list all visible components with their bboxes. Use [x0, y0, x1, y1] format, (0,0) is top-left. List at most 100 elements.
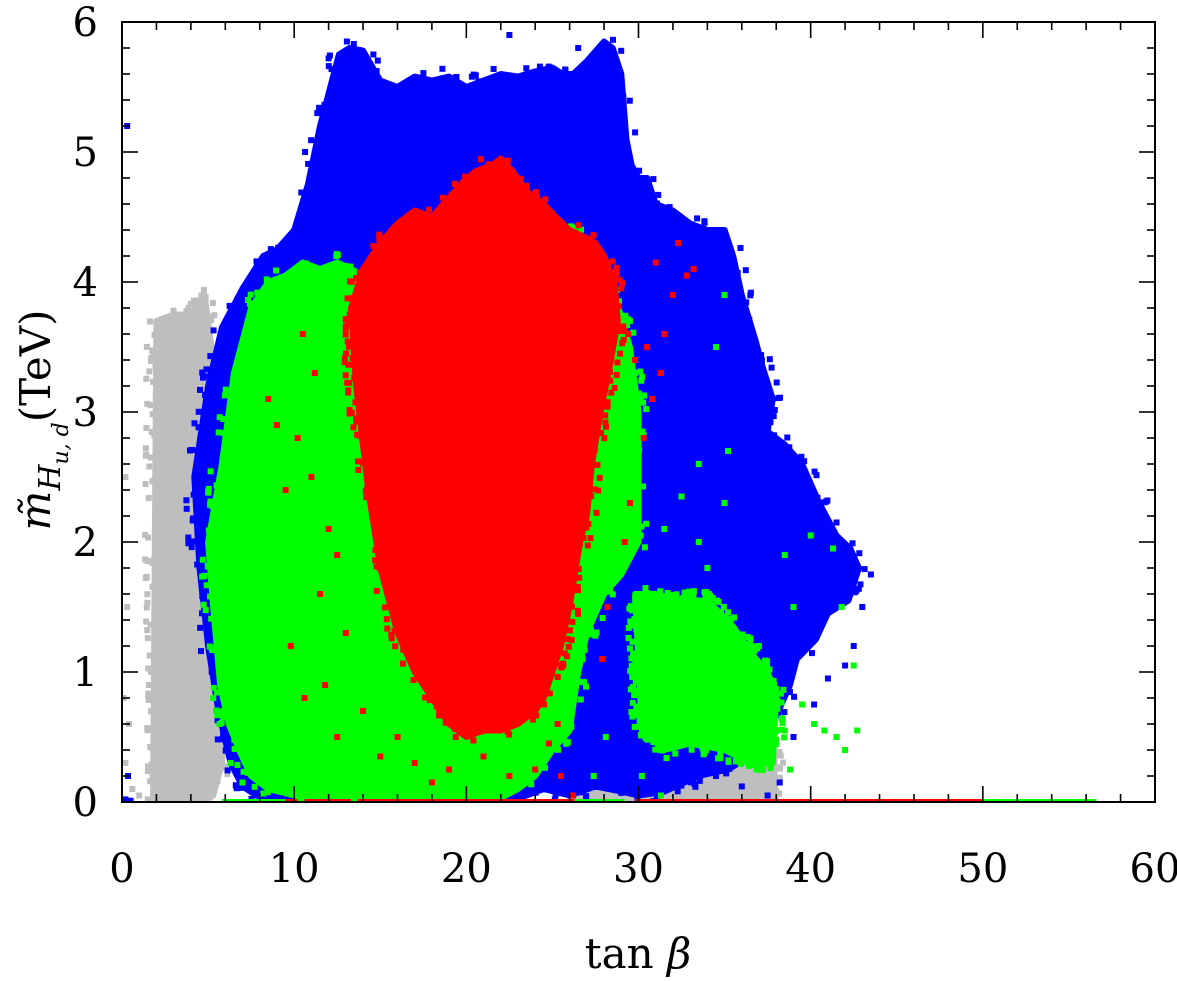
point-grey: [658, 806, 664, 812]
point-green: [673, 591, 680, 598]
point-green: [725, 757, 732, 764]
point-blue: [784, 434, 791, 441]
point-grey: [206, 313, 212, 320]
point-red: [591, 486, 598, 493]
point-green: [725, 448, 731, 454]
point-green: [695, 539, 702, 545]
point-green: [686, 591, 693, 598]
point-red: [377, 753, 384, 760]
point-blue: [190, 491, 197, 498]
y-tick-label: 3: [73, 390, 98, 436]
point-blue: [758, 357, 765, 364]
point-blue: [267, 246, 274, 253]
point-grey: [149, 411, 156, 418]
point-blue: [609, 58, 616, 64]
y-tick-label: 0: [73, 780, 98, 826]
point-grey: [209, 300, 216, 306]
point-green: [631, 724, 638, 730]
point-blue: [191, 420, 198, 427]
point-blue: [545, 63, 552, 70]
point-blue: [183, 505, 190, 512]
point-green: [221, 392, 228, 399]
point-grey: [198, 292, 205, 299]
point-grey: [608, 805, 614, 811]
point-green: [642, 735, 649, 741]
point-blue: [687, 753, 694, 760]
point-green: [641, 392, 648, 399]
point-blue: [197, 386, 203, 393]
point-green: [206, 554, 213, 561]
point-red: [534, 193, 540, 200]
x-tick-label: 10: [269, 846, 320, 892]
point-green: [208, 615, 215, 622]
point-red: [344, 379, 351, 386]
point-green: [687, 675, 694, 682]
point-green: [751, 647, 758, 654]
point-green: [206, 643, 213, 650]
point-blue: [759, 422, 766, 428]
point-grey: [595, 803, 601, 809]
point-grey: [148, 358, 154, 364]
point-red: [362, 488, 369, 494]
point-grey: [151, 556, 158, 563]
point-blue: [771, 432, 778, 439]
point-grey: [142, 575, 149, 581]
point-green: [657, 746, 663, 753]
point-grey: [146, 463, 153, 470]
point-blue: [506, 32, 513, 38]
point-red: [669, 292, 676, 298]
point-red: [478, 156, 484, 163]
point-green: [245, 297, 251, 303]
point-green: [635, 422, 642, 428]
point-red: [574, 607, 581, 614]
point-blue: [210, 327, 217, 334]
point-grey: [145, 697, 152, 703]
point-red: [422, 694, 428, 701]
point-green: [838, 604, 845, 610]
point-red: [317, 591, 323, 597]
point-green: [690, 588, 697, 595]
point-green: [581, 646, 588, 653]
point-grey: [124, 604, 131, 610]
point-grey: [653, 803, 659, 809]
point-green: [787, 766, 793, 773]
point-green: [240, 768, 247, 775]
point-blue: [849, 540, 856, 547]
point-green: [721, 500, 728, 506]
point-red: [346, 340, 353, 347]
point-blue: [374, 57, 381, 64]
point-red: [353, 275, 360, 281]
series-red: [265, 155, 697, 799]
point-green: [638, 732, 644, 739]
point-red: [588, 235, 595, 242]
point-red: [532, 189, 539, 196]
point-red: [613, 371, 620, 378]
point-grey: [202, 294, 209, 301]
point-red: [504, 157, 511, 164]
point-grey: [742, 804, 748, 810]
point-green: [218, 719, 225, 726]
point-green: [643, 406, 650, 413]
point-red: [661, 331, 668, 337]
point-green: [850, 662, 857, 669]
point-green: [231, 746, 238, 752]
point-green: [631, 616, 638, 623]
point-green: [633, 703, 640, 710]
point-grey: [145, 665, 152, 672]
point-green: [638, 523, 645, 530]
point-red: [615, 324, 622, 331]
point-blue: [867, 571, 874, 578]
point-green: [774, 705, 781, 712]
point-red: [542, 196, 549, 203]
point-red: [587, 535, 594, 542]
point-blue: [190, 515, 196, 522]
point-blue: [666, 204, 673, 210]
point-red: [399, 660, 406, 667]
point-red: [619, 280, 625, 287]
point-green: [629, 674, 636, 681]
point-blue: [417, 806, 423, 812]
point-blue: [618, 47, 625, 54]
point-green: [213, 707, 219, 714]
point-grey: [148, 668, 155, 675]
point-red: [607, 377, 614, 384]
